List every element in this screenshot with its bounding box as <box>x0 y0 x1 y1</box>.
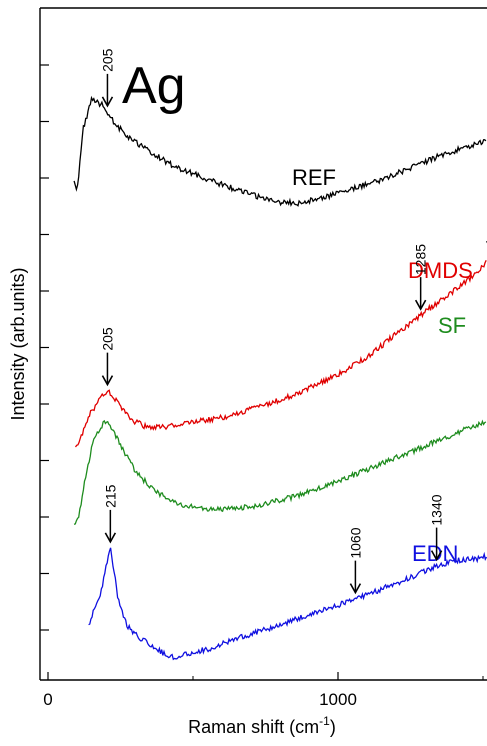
peak-annotation: 205 <box>99 48 115 106</box>
y-axis-title: Intensity (arb.units) <box>8 267 28 420</box>
panel-label: Ag <box>122 57 186 115</box>
annotation-label: 1340 <box>429 494 445 525</box>
x-axis-title-superscript: -1 <box>319 714 330 728</box>
x-tick-label: 0 <box>43 690 52 709</box>
annotation-label: 205 <box>99 327 115 351</box>
x-axis-title: Raman shift (cm-1) <box>188 714 336 737</box>
series-label-ref: REF <box>292 165 336 190</box>
peak-annotation: 215 <box>102 484 118 542</box>
y-ticks <box>40 65 49 630</box>
series-line-dmds <box>76 260 487 447</box>
annotation-label: 205 <box>99 48 115 72</box>
series-line-sf <box>74 421 486 525</box>
series-layer <box>74 98 486 660</box>
peak-annotation: 205 <box>99 327 115 385</box>
annotation-label: 1285 <box>413 244 429 275</box>
annotation-label: 215 <box>102 484 118 508</box>
x-tick-label: 1000 <box>319 690 357 709</box>
series-label-edn: EDN <box>412 541 458 566</box>
annotation-label: 1060 <box>347 527 363 558</box>
x-ticks: 0100020003000 <box>43 672 487 709</box>
peak-annotation: 1060 <box>347 527 363 592</box>
series-label-sf: SF <box>438 313 466 338</box>
